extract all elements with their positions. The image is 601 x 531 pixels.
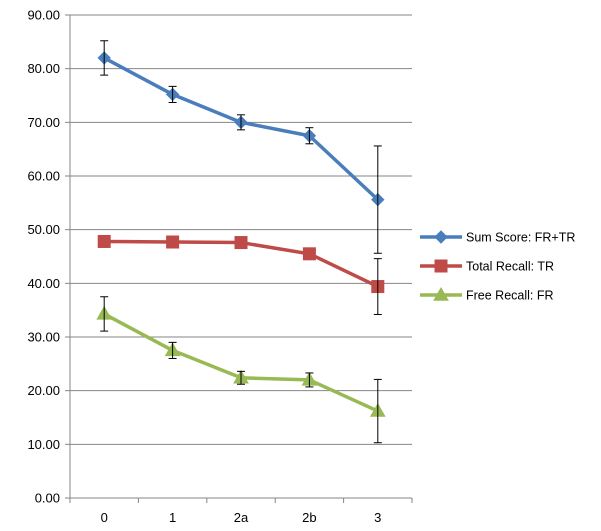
y-tick-label: 10.00 [27,437,60,452]
y-tick-label: 20.00 [27,383,60,398]
legend-marker [434,259,448,273]
legend-item-0: Sum Score: FR+TR [420,230,575,245]
axes [69,15,412,499]
series-1 [97,234,385,294]
x-tick-label: 2b [302,510,316,525]
y-tick-label: 30.00 [27,330,60,345]
data-point [302,247,316,261]
y-tick-label: 90.00 [27,8,60,23]
error-bars-1 [373,258,382,315]
x-axis-ticks: 0 1 2a 2b 3 [69,498,413,525]
series-2 [96,305,386,417]
legend-marker [433,286,449,301]
series-line [103,312,379,413]
y-tick-label: 50.00 [27,222,60,237]
x-tick-label: 1 [169,510,176,525]
y-tick-label: 80.00 [27,61,60,76]
legend-item-1: Total Recall: TR [420,259,554,274]
x-tick-label: 0 [101,510,108,525]
data-point [97,234,111,248]
data-point [234,236,248,250]
x-tick-label: 2a [234,510,249,525]
y-tick-label: 40.00 [27,276,60,291]
series-layer [96,40,386,444]
legend-label: Sum Score: FR+TR [466,231,575,245]
legend-item-2: Free Recall: FR [420,286,554,303]
legend-label: Free Recall: FR [466,289,554,303]
legend: Sum Score: FR+TR Total Recall: TR Free Rec… [420,230,575,303]
y-tick-label: 0.00 [35,491,60,506]
gridlines [70,14,412,445]
error-bars-2 [100,296,382,444]
y-axis-ticks: 0.00 10.00 20.00 30.00 40.00 50.00 60.00 70.00 8… [27,8,70,506]
error-bars-0 [100,40,382,254]
legend-marker [434,230,448,244]
legend-label: Total Recall: TR [466,260,554,274]
y-tick-label: 60.00 [27,169,60,184]
data-point [166,235,180,249]
x-tick-label: 3 [374,510,381,525]
y-tick-label: 70.00 [27,115,60,130]
